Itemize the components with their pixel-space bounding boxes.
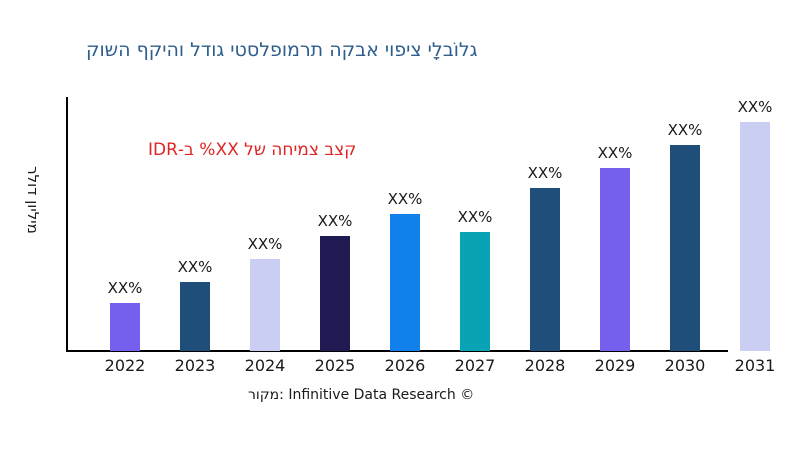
cagr-annotation: קצב צמיחה של XX% ב-IDR [148,140,357,160]
x-tick-2029: 2029 [594,356,636,375]
x-tick-2027: 2027 [454,356,496,375]
bar-value-label-2028: XX% [527,164,563,182]
bar-2025 [320,236,350,351]
bar-2031 [740,122,770,351]
bar-2029 [600,168,630,351]
bar-value-label-2026: XX% [387,190,423,208]
x-tick-2022: 2022 [104,356,146,375]
source-caption: מקור: Infinitive Data Research © [248,387,475,403]
x-tick-2030: 2030 [664,356,706,375]
bar-2030 [670,145,700,351]
y-axis-spine [66,97,68,352]
x-tick-2023: 2023 [174,356,216,375]
bar-value-label-2031: XX% [737,98,773,116]
bar-2023 [180,282,210,351]
bar-value-label-2023: XX% [177,258,213,276]
x-tick-2028: 2028 [524,356,566,375]
bar-value-label-2027: XX% [457,208,493,226]
bar-2022 [110,303,140,351]
bar-2028 [530,188,560,351]
x-tick-2024: 2024 [244,356,286,375]
x-tick-2026: 2026 [384,356,426,375]
bar-value-label-2029: XX% [597,144,633,162]
chart-title: גלוֹבלָי ציפוי אבקה תרמופלסטי גודל והיקף… [86,39,478,61]
bar-value-label-2025: XX% [317,212,353,230]
x-tick-2025: 2025 [314,356,356,375]
bar-2024 [250,259,280,351]
bar-value-label-2022: XX% [107,279,143,297]
bar-2026 [390,214,420,351]
bar-value-label-2024: XX% [247,235,283,253]
bar-2027 [460,232,490,351]
x-tick-2031: 2031 [734,356,776,375]
y-axis-label: מיליון דולר [24,166,42,234]
bar-value-label-2030: XX% [667,121,703,139]
x-axis-spine [66,350,728,352]
